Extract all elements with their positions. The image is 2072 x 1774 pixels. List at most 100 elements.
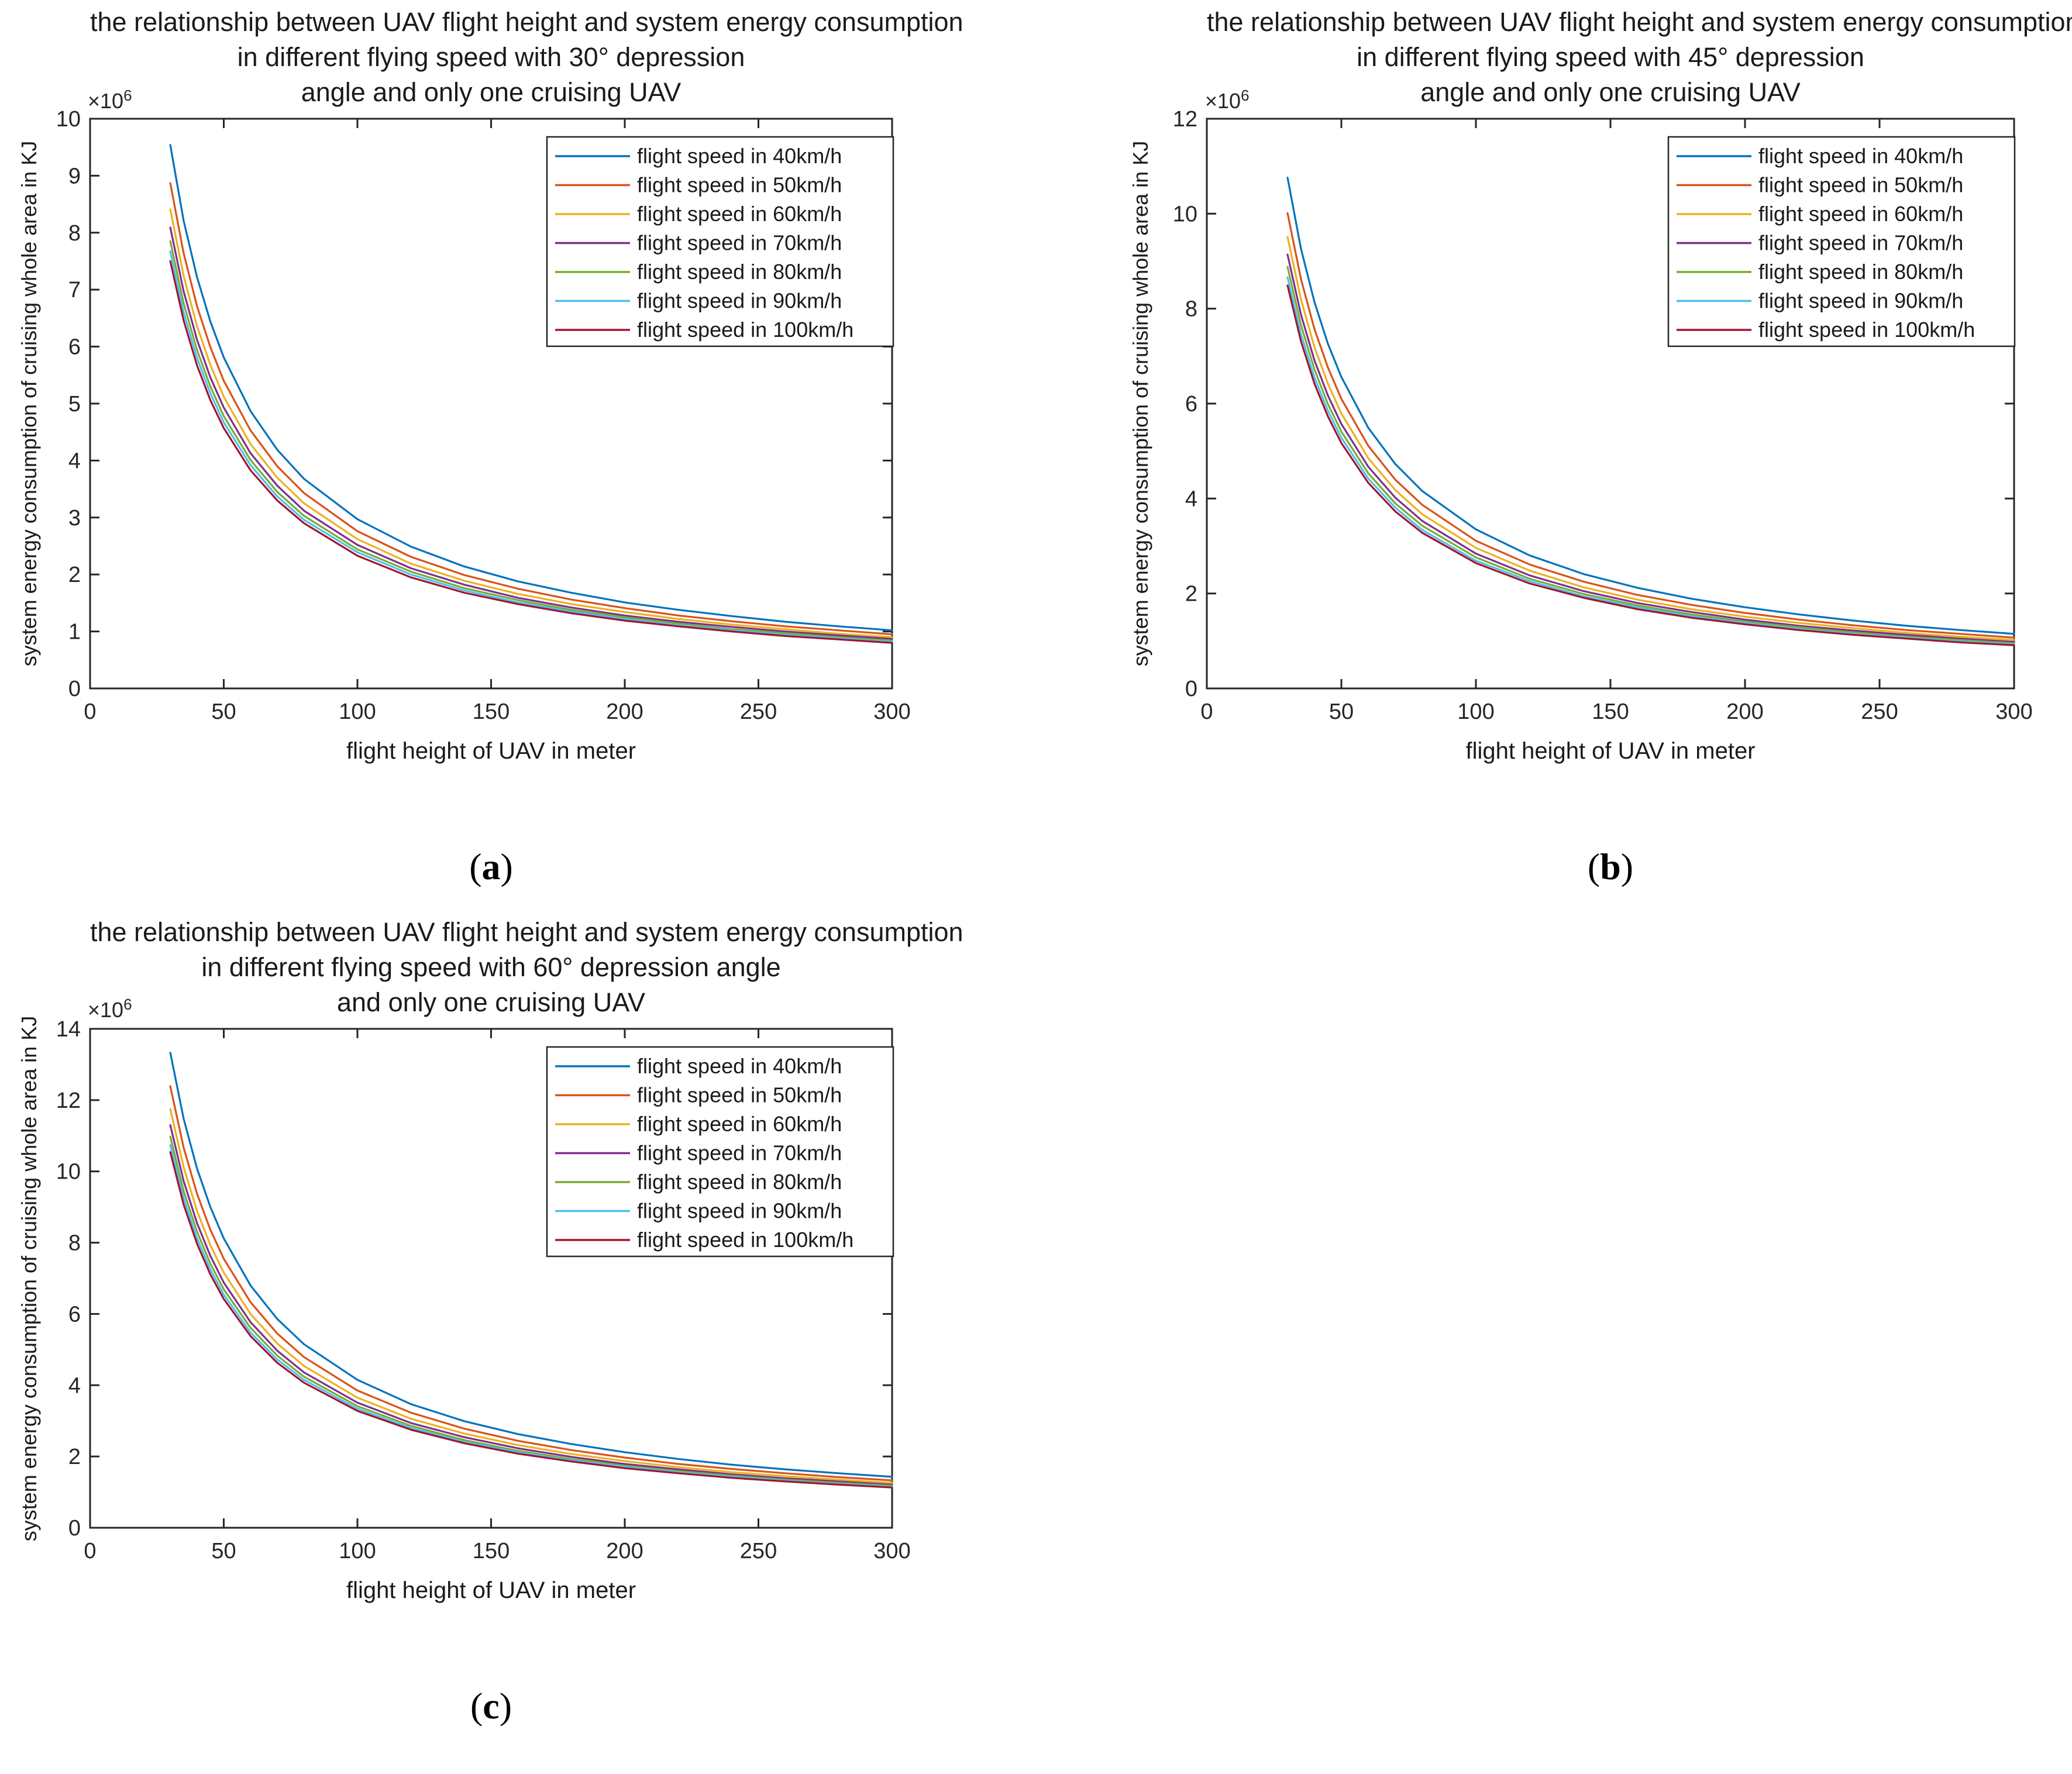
legend-label: flight speed in 80km/h xyxy=(1758,260,1963,284)
x-tick-label: 150 xyxy=(1592,700,1629,724)
series-line-100kmh xyxy=(1286,284,2015,646)
series-line-80kmh xyxy=(169,1135,893,1487)
legend-label: flight speed in 40km/h xyxy=(637,1054,842,1078)
y-tick-label: 6 xyxy=(68,335,81,360)
chart-c: 0 50 100 150 200 250 300 0 2 4 6 8 10 12 14 flight spee… xyxy=(56,1017,911,1563)
legend-label: flight speed in 40km/h xyxy=(637,144,842,168)
x-tick-label: 150 xyxy=(473,700,510,724)
subfigure-label-b: (b) xyxy=(1587,846,1634,887)
y-tick-label: 12 xyxy=(56,1088,81,1113)
chart-a: 0 50 100 150 200 250 300 0 1 2 3 4 5 6 7 8 9 10 flight spe… xyxy=(56,107,911,724)
y-tick-label: 3 xyxy=(68,506,81,531)
x-tick-label: 50 xyxy=(211,1539,236,1563)
y-tick-label: 2 xyxy=(68,563,81,587)
y-tick-label: 9 xyxy=(68,164,81,188)
y-axis-exponent: ×106 xyxy=(88,87,132,113)
legend-label: flight speed in 90km/h xyxy=(637,289,842,313)
title-line: in different flying speed with 30° depre… xyxy=(237,42,745,72)
y-axis-exponent: ×106 xyxy=(1205,87,1250,113)
legend-label: flight speed in 60km/h xyxy=(1758,202,1963,226)
x-tick-label: 200 xyxy=(606,1539,643,1563)
subfigure-label-c: (c) xyxy=(470,1685,512,1727)
y-tick-label: 8 xyxy=(68,221,81,246)
legend-label: flight speed in 100km/h xyxy=(637,318,853,342)
subfigure-label-a: (a) xyxy=(469,846,513,887)
series-line-60kmh xyxy=(169,1108,893,1484)
legend-label: flight speed in 100km/h xyxy=(1758,318,1975,342)
x-tick-label: 300 xyxy=(1995,700,2032,724)
series-line-70kmh xyxy=(1286,253,2015,643)
legend-label: flight speed in 90km/h xyxy=(1758,289,1963,313)
legend-label: flight speed in 50km/h xyxy=(637,1083,842,1107)
y-tick-label: 8 xyxy=(1185,297,1197,322)
legend-box xyxy=(546,1046,894,1258)
title-line: the relationship between UAV flight heig… xyxy=(90,7,963,37)
y-tick-label: 10 xyxy=(56,1160,81,1184)
y-tick-label: 1 xyxy=(68,620,81,645)
y-tick-label: 0 xyxy=(68,677,81,701)
series-line-90kmh xyxy=(169,1143,893,1488)
legend-box xyxy=(546,136,894,347)
x-axis-label: flight height of UAV in meter xyxy=(346,738,636,764)
legend-label: flight speed in 90km/h xyxy=(637,1199,842,1223)
y-tick-label: 2 xyxy=(68,1445,81,1469)
series-line-80kmh xyxy=(1286,266,2015,645)
title-line: the relationship between UAV flight heig… xyxy=(1207,7,2072,37)
x-axis-label: flight height of UAV in meter xyxy=(346,1577,636,1603)
legend-label: flight speed in 50km/h xyxy=(637,173,842,197)
series-line-80kmh xyxy=(169,240,893,642)
x-tick-label: 0 xyxy=(1200,700,1213,724)
y-tick-label: 5 xyxy=(68,392,81,416)
x-tick-label: 50 xyxy=(211,700,236,724)
title-line: and only one cruising UAV xyxy=(337,987,645,1017)
series-line-90kmh xyxy=(169,250,893,643)
legend-label: flight speed in 60km/h xyxy=(637,1112,842,1136)
legend-label: flight speed in 40km/h xyxy=(1758,144,1963,168)
x-tick-label: 250 xyxy=(740,1539,777,1563)
legend-label: flight speed in 50km/h xyxy=(1758,173,1963,197)
y-tick-label: 4 xyxy=(68,1373,81,1398)
y-axis-label: system energy consumption of cruising wh… xyxy=(1128,140,1152,667)
chart-title-60deg: the relationship between UAV flight heig… xyxy=(90,915,963,1020)
series-line-40kmh xyxy=(1286,177,2015,635)
series-line-70kmh xyxy=(169,1124,893,1486)
y-tick-label: 7 xyxy=(68,278,81,302)
title-line: in different flying speed with 60° depre… xyxy=(201,952,781,982)
legend-label: flight speed in 80km/h xyxy=(637,1170,842,1194)
series-line-60kmh xyxy=(169,208,893,638)
legend-label: flight speed in 60km/h xyxy=(637,202,842,226)
series-line-50kmh xyxy=(169,1085,893,1482)
y-tick-label: 4 xyxy=(68,449,81,473)
x-tick-label: 250 xyxy=(1861,700,1898,724)
chart-title-45deg: the relationship between UAV flight heig… xyxy=(1207,5,2072,110)
y-axis-exponent: ×106 xyxy=(88,995,132,1022)
x-tick-label: 250 xyxy=(740,700,777,724)
legend-label: flight speed in 70km/h xyxy=(637,1141,842,1165)
x-tick-label: 200 xyxy=(1726,700,1763,724)
title-line: the relationship between UAV flight heig… xyxy=(90,917,963,947)
y-tick-label: 10 xyxy=(56,107,81,132)
x-tick-label: 0 xyxy=(84,700,96,724)
y-tick-label: 0 xyxy=(68,1516,81,1541)
series-line-40kmh xyxy=(169,144,893,632)
chart-title-30deg: the relationship between UAV flight heig… xyxy=(90,5,963,110)
y-tick-label: 4 xyxy=(1185,487,1197,511)
y-axis-label: system energy consumption of cruising wh… xyxy=(17,140,41,667)
y-tick-label: 14 xyxy=(56,1017,81,1042)
y-tick-label: 6 xyxy=(68,1302,81,1327)
series-line-60kmh xyxy=(1286,236,2015,641)
title-line: in different flying speed with 45° depre… xyxy=(1357,42,1864,72)
series-line-50kmh xyxy=(1286,212,2015,639)
x-tick-label: 50 xyxy=(1329,700,1354,724)
y-tick-label: 2 xyxy=(1185,582,1197,607)
x-tick-label: 100 xyxy=(339,1539,376,1563)
chart-b: 0 50 100 150 200 250 300 0 2 4 6 8 10 12 flight speed … xyxy=(1173,107,2033,724)
y-tick-label: 12 xyxy=(1173,107,1197,132)
x-tick-label: 100 xyxy=(339,700,376,724)
x-tick-label: 300 xyxy=(873,1539,910,1563)
series-line-100kmh xyxy=(169,1151,893,1489)
x-tick-label: 300 xyxy=(873,700,910,724)
y-tick-label: 10 xyxy=(1173,202,1197,226)
